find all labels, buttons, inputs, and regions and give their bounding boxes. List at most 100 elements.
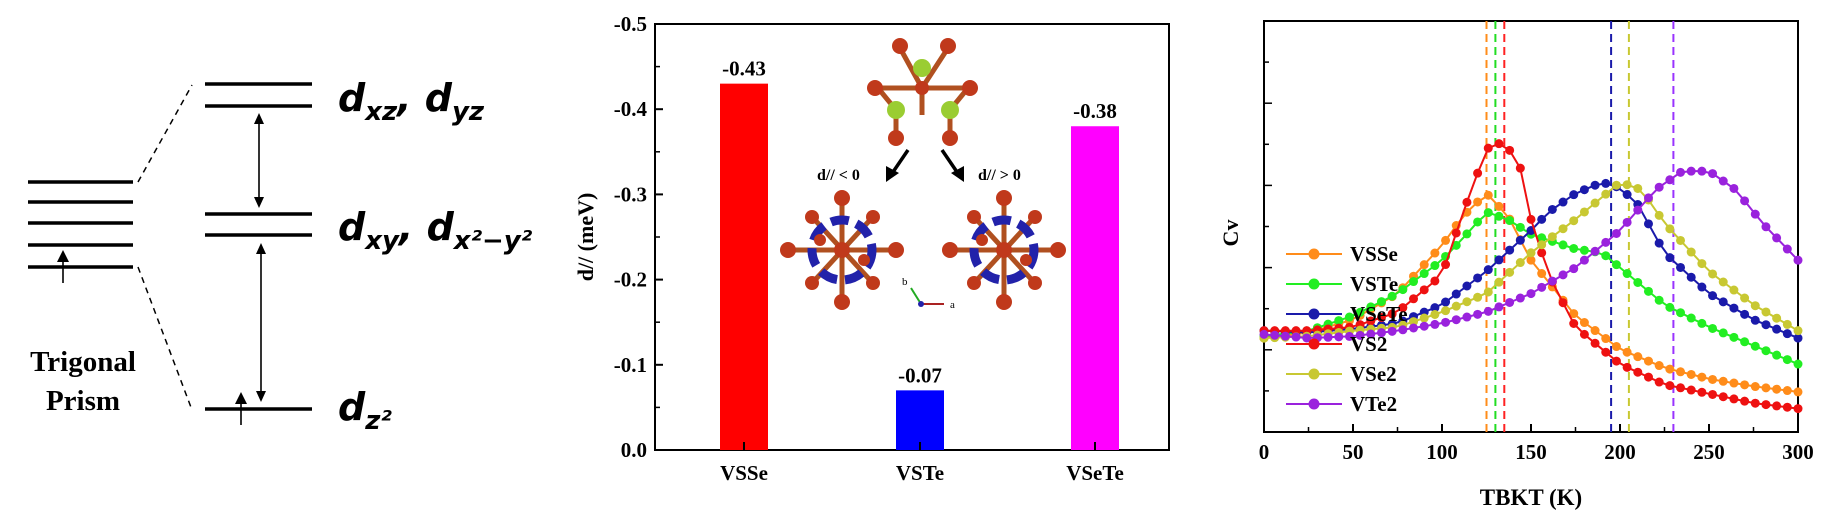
series-point-VTe2 xyxy=(1494,302,1504,312)
series-point-VSTe xyxy=(1344,312,1354,322)
series-point-VSeTe xyxy=(1494,255,1504,265)
bar-y-tick-label: -0.5 xyxy=(614,12,647,36)
series-point-VS2 xyxy=(1569,318,1579,328)
series-point-VSTe xyxy=(1430,261,1440,271)
series-point-VTe2 xyxy=(1270,330,1280,340)
series-point-VS2 xyxy=(1579,329,1589,339)
series-point-VS2 xyxy=(1793,404,1803,414)
series-point-VSSe xyxy=(1740,380,1750,390)
line-x-tick-label: 100 xyxy=(1426,440,1458,464)
series-point-VTe2 xyxy=(1708,169,1718,179)
series-point-VSTe xyxy=(1462,229,1472,239)
series-point-VSTe xyxy=(1419,269,1429,279)
series-point-VSTe xyxy=(1398,285,1408,295)
legend-label-VSe2: VSe2 xyxy=(1350,362,1397,386)
series-point-VSeTe xyxy=(1740,309,1750,319)
series-point-VSSe xyxy=(1718,376,1728,386)
series-point-VTe2 xyxy=(1344,331,1354,341)
series-point-VSeTe xyxy=(1547,204,1557,214)
left-lattice-icon xyxy=(780,190,904,310)
series-point-VTe2 xyxy=(1334,332,1344,342)
series-point-VSTe xyxy=(1686,313,1696,323)
series-point-VS2 xyxy=(1451,228,1461,238)
series-point-VS2 xyxy=(1366,316,1376,326)
series-point-VS2 xyxy=(1697,387,1707,397)
series-point-VSe2 xyxy=(1409,317,1419,327)
bar-data-label: -0.38 xyxy=(1073,99,1117,123)
series-point-VTe2 xyxy=(1547,276,1557,286)
series-line-VS2 xyxy=(1264,142,1799,410)
axis-a-label: a xyxy=(950,299,955,311)
series-point-VSeTe xyxy=(1462,281,1472,291)
series-point-VTe2 xyxy=(1462,312,1472,322)
series-point-VSTe xyxy=(1729,332,1739,342)
series-point-VSe2 xyxy=(1729,285,1739,295)
structure-inset: d// < 0 d// > 0 xyxy=(780,38,1066,311)
series-point-VS2 xyxy=(1761,400,1771,410)
series-point-VS2 xyxy=(1376,312,1386,322)
series-point-VSTe xyxy=(1697,318,1707,328)
series-point-VSTe xyxy=(1793,359,1803,369)
series-point-VSSe xyxy=(1793,387,1803,397)
legend-label-VSSe: VSSe xyxy=(1350,242,1398,266)
inset-arrows xyxy=(886,149,964,182)
series-point-VSSe xyxy=(1633,352,1643,362)
series-point-VSeTe xyxy=(1654,238,1664,248)
series-point-VSe2 xyxy=(1750,301,1760,311)
series-point-VTe2 xyxy=(1772,233,1782,243)
series-point-VTe2 xyxy=(1515,293,1525,303)
bar-y-tick-label: 0.0 xyxy=(621,438,647,462)
series-point-VSe2 xyxy=(1708,269,1718,279)
series-point-VSe2 xyxy=(1740,293,1750,303)
series-point-VSTe xyxy=(1643,286,1653,296)
split-dash-lower xyxy=(137,266,193,411)
series-point-VSeTe xyxy=(1729,303,1739,313)
series-point-VSTe xyxy=(1718,328,1728,338)
series-point-VS2 xyxy=(1462,197,1472,207)
series-point-VTe2 xyxy=(1483,306,1493,316)
series-point-VSeTe xyxy=(1793,333,1803,343)
series-point-VTe2 xyxy=(1590,246,1600,256)
series-point-VSe2 xyxy=(1676,235,1686,245)
crystal-axes-icon: b a xyxy=(902,276,955,311)
series-point-VTe2 xyxy=(1323,332,1333,342)
series-point-VSe2 xyxy=(1451,301,1461,311)
series-point-VSTe xyxy=(1633,277,1643,287)
series-point-VSe2 xyxy=(1441,306,1451,316)
series-point-VSe2 xyxy=(1633,183,1643,193)
legend-marker-VSSe xyxy=(1308,248,1320,260)
series-point-VTe2 xyxy=(1355,330,1365,340)
series-point-VSeTe xyxy=(1483,265,1493,275)
series-point-VSSe xyxy=(1579,318,1589,328)
series-point-VSeTe xyxy=(1601,178,1611,188)
series-VTe2 xyxy=(1259,166,1803,343)
series-point-VSTe xyxy=(1665,302,1675,312)
series-point-VTe2 xyxy=(1398,325,1408,335)
series-point-VSTe xyxy=(1558,240,1568,250)
series-point-VSeTe xyxy=(1718,297,1728,307)
line-chart: 0 50 100 150 200 250 300 VSSeVSTeVSeTeVS2VSe2V… xyxy=(1218,20,1814,510)
series-point-VSTe xyxy=(1654,295,1664,305)
series-point-VSe2 xyxy=(1430,309,1440,319)
bar-y-tick-label: -0.1 xyxy=(614,353,647,377)
series-point-VSSe xyxy=(1483,190,1493,200)
bar-data-label: -0.07 xyxy=(898,363,942,387)
series-point-VS2 xyxy=(1611,356,1621,366)
series-point-VSeTe xyxy=(1515,235,1525,245)
series-point-VS2 xyxy=(1718,392,1728,402)
series-point-VSeTe xyxy=(1676,262,1686,272)
series-point-VTe2 xyxy=(1782,244,1792,254)
legend-label-VTe2: VTe2 xyxy=(1350,392,1397,416)
series-point-VSeTe xyxy=(1761,320,1771,330)
series-point-VSe2 xyxy=(1761,307,1771,317)
series-point-VS2 xyxy=(1740,396,1750,406)
legend-label-VSeTe: VSeTe xyxy=(1350,302,1408,326)
bar-VSSe xyxy=(720,83,768,450)
series-point-VTe2 xyxy=(1740,196,1750,206)
bar-data-label: -0.43 xyxy=(722,57,766,81)
series-point-VTe2 xyxy=(1729,183,1739,193)
series-point-VSeTe xyxy=(1750,315,1760,325)
series-point-VSeTe xyxy=(1665,253,1675,263)
series-point-VTe2 xyxy=(1505,297,1515,307)
